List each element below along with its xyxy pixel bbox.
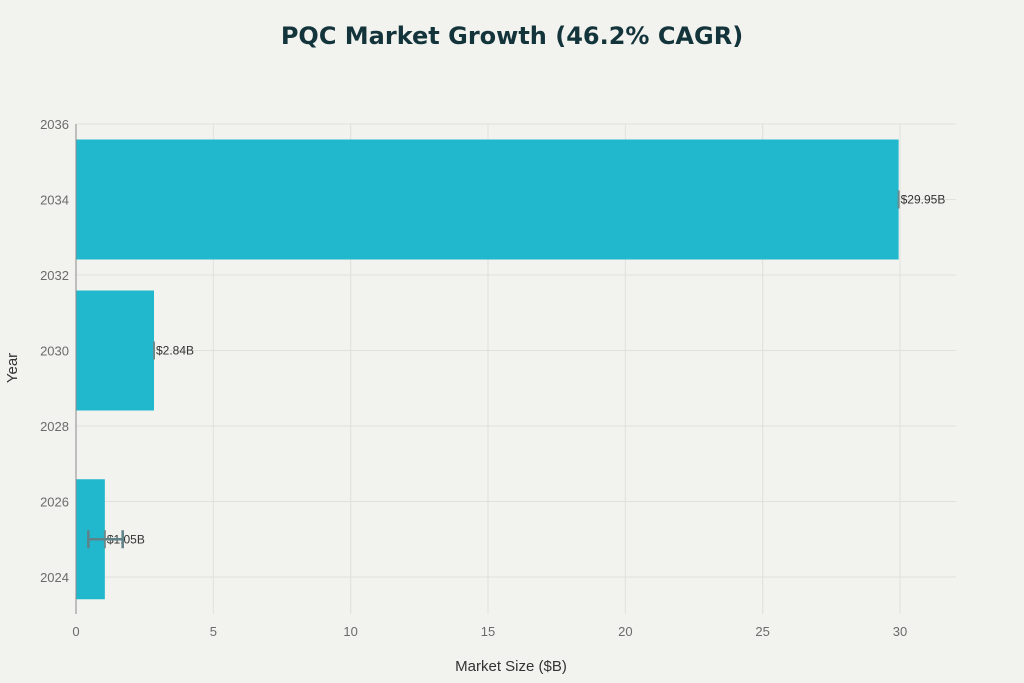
x-tick-label: 0: [72, 624, 79, 639]
x-tick-label: 25: [755, 624, 769, 639]
y-tick-label: 2026: [40, 495, 69, 510]
y-axis-title: Year: [4, 353, 21, 383]
x-tick-label: 5: [210, 624, 217, 639]
x-tick-label: 10: [343, 624, 357, 639]
x-axis-title: Market Size ($B): [455, 658, 567, 675]
bar-value-label: $29.95B: [901, 193, 946, 207]
bar-2030: [76, 290, 155, 411]
chart-title: PQC Market Growth (46.2% CAGR): [280, 22, 744, 50]
x-tick-label: 15: [481, 624, 495, 639]
y-tick-label: 2028: [40, 419, 69, 434]
y-tick-label: 2036: [40, 117, 69, 132]
bar-value-label: $2.84B: [156, 344, 194, 358]
y-tick-label: 2034: [40, 193, 69, 208]
bar-value-label: $1.05B: [107, 532, 145, 546]
x-tick-label: 20: [618, 624, 632, 639]
bar-2034: [76, 139, 899, 260]
bars: $1.05B $2.84B $29.95B: [76, 139, 946, 600]
axes: 0 5 10 15 20 25 30 2024 2026 2028 2030 2032 2034 2036: [40, 117, 907, 639]
y-tick-label: 2030: [40, 344, 69, 359]
error-bar-2025: [87, 530, 124, 549]
y-tick-label: 2024: [40, 570, 69, 585]
x-tick-label: 30: [893, 624, 907, 639]
y-tick-label: 2032: [40, 268, 69, 283]
